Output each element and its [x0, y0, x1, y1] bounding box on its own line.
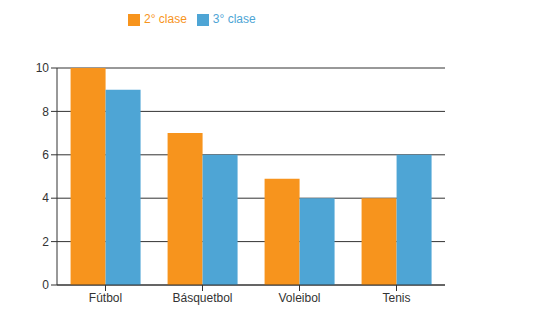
- html-text:2° clase: 2° clase: [144, 12, 187, 26]
- svg-text:Voleibol: Voleibol: [278, 291, 320, 305]
- svg-text:4: 4: [42, 191, 49, 205]
- svg-text:10: 10: [36, 61, 50, 75]
- html-text:3° clase: 3° clase: [212, 12, 256, 26]
- svg-text:0: 0: [42, 278, 49, 292]
- svg-text:Tenis: Tenis: [382, 291, 410, 305]
- svg-text:Básquetbol: Básquetbol: [172, 291, 232, 305]
- svg-text:8: 8: [42, 105, 49, 119]
- svg-text:Fútbol: Fútbol: [89, 291, 122, 305]
- svg-text:6: 6: [42, 148, 49, 162]
- svg-text:2: 2: [42, 235, 49, 249]
